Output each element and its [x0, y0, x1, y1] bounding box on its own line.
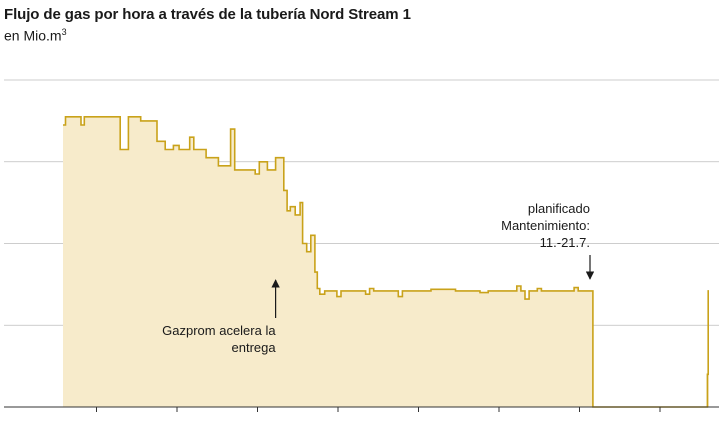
unit-label: en Mio.m — [4, 27, 62, 44]
series-area — [63, 116, 709, 408]
annotation-text: entrega — [232, 340, 277, 355]
annotation-text: planificado — [528, 201, 590, 216]
unit-superscript: 3 — [61, 27, 67, 37]
annotation-text: 11.-21.7. — [540, 235, 590, 250]
series-line — [63, 116, 709, 408]
chart-title: Flujo de gas por hora a través de la tub… — [4, 6, 411, 23]
annotation-text: Mantenimiento: — [501, 218, 590, 233]
annotation-text: Gazprom acelera la — [162, 323, 276, 338]
chart-subtitle: en Mio.m3 — [4, 27, 67, 44]
